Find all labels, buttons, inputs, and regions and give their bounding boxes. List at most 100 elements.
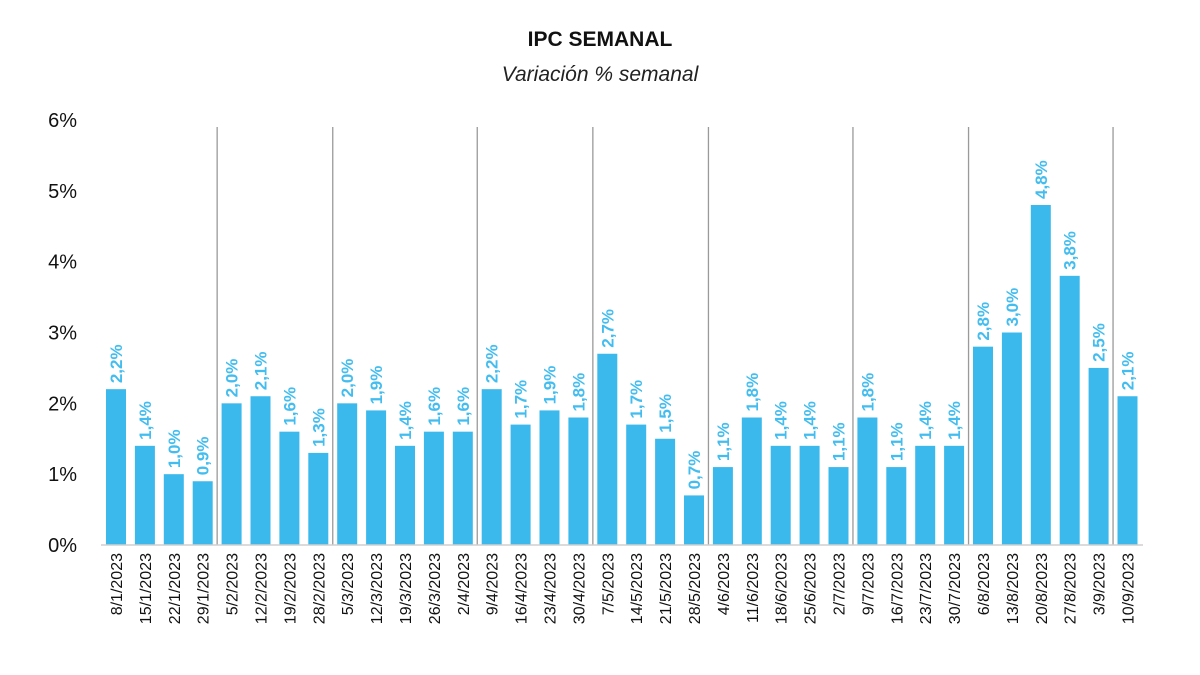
bar — [481, 389, 502, 545]
x-tick-label: 22/1/2023 — [167, 553, 184, 624]
bar — [337, 403, 358, 545]
x-tick-label: 25/6/2023 — [803, 553, 820, 624]
data-label: 1,5% — [656, 394, 675, 433]
x-tick-label: 4/6/2023 — [716, 553, 733, 615]
bar — [655, 438, 676, 545]
x-tick-label: 23/7/2023 — [918, 553, 935, 624]
bar — [134, 445, 155, 545]
data-label: 2,1% — [1119, 352, 1138, 391]
bar — [828, 467, 849, 545]
data-label: 1,4% — [396, 401, 415, 440]
bar — [944, 445, 965, 545]
data-label: 1,1% — [887, 422, 906, 461]
bar — [1059, 275, 1080, 545]
data-label: 2,0% — [338, 359, 357, 398]
bars — [106, 205, 1138, 545]
data-label: 0,7% — [685, 451, 704, 490]
x-tick-label: 12/2/2023 — [254, 553, 271, 624]
data-label: 1,7% — [512, 380, 531, 419]
bar — [395, 445, 415, 545]
x-tick-label: 14/5/2023 — [629, 553, 646, 624]
x-tick-label: 16/4/2023 — [514, 553, 531, 624]
x-tick-label: 26/3/2023 — [427, 553, 444, 624]
data-label: 2,2% — [483, 344, 502, 383]
x-tick-label: 3/9/2023 — [1092, 553, 1109, 615]
bar — [1030, 205, 1051, 545]
data-label: 2,7% — [598, 309, 617, 348]
x-tick-label: 8/1/2023 — [109, 553, 126, 615]
bar — [915, 445, 936, 545]
y-axis: 0% 1% 2% 3% 4% 5% 6% — [48, 110, 77, 557]
bar — [857, 417, 878, 545]
x-tick-label: 30/4/2023 — [571, 553, 588, 624]
bar — [192, 481, 213, 545]
y-tick-label: 0% — [48, 535, 77, 557]
x-tick-label: 15/1/2023 — [138, 553, 155, 624]
data-label: 1,4% — [945, 401, 964, 440]
bar — [886, 467, 907, 545]
data-label: 2,5% — [1090, 323, 1109, 362]
x-tick-label: 18/6/2023 — [774, 553, 791, 624]
data-label: 1,4% — [916, 401, 935, 440]
data-label: 4,8% — [1032, 160, 1051, 199]
bar — [626, 424, 647, 545]
x-tick-label: 6/8/2023 — [976, 553, 993, 615]
y-tick-label: 3% — [48, 323, 77, 345]
x-tick-label: 27/8/2023 — [1063, 553, 1080, 624]
data-label: 1,4% — [772, 401, 791, 440]
chart-title: IPC SEMANAL — [528, 28, 673, 51]
x-tick-label: 5/3/2023 — [340, 553, 357, 615]
x-tick-label: 12/3/2023 — [369, 553, 386, 624]
bar — [510, 424, 531, 545]
x-tick-label: 9/7/2023 — [860, 553, 877, 615]
x-tick-label: 10/9/2023 — [1121, 553, 1138, 624]
data-label: 3,0% — [1003, 288, 1022, 327]
bar — [1001, 332, 1022, 545]
bar — [452, 431, 473, 545]
data-label: 1,1% — [830, 422, 849, 461]
y-tick-label: 6% — [48, 110, 77, 132]
x-tick-label: 7/5/2023 — [600, 553, 617, 615]
data-label: 1,1% — [714, 422, 733, 461]
x-tick-label: 11/6/2023 — [745, 553, 762, 623]
data-label: 1,4% — [136, 401, 155, 440]
y-tick-label: 4% — [48, 252, 77, 274]
bar — [684, 495, 704, 545]
data-label: 1,4% — [801, 401, 820, 440]
x-tick-label: 29/1/2023 — [196, 553, 213, 624]
data-label: 1,3% — [309, 408, 328, 447]
x-tick-label: 28/2/2023 — [311, 553, 328, 624]
data-labels: 2,2% 1,4% 1,0% 0,9% 2,0% 2,1% 1,6% 1,3% 2,0% 1,9%… — [107, 160, 1138, 489]
bar — [366, 410, 387, 545]
bar — [279, 431, 300, 545]
data-label: 1,8% — [858, 373, 877, 412]
y-tick-label: 1% — [48, 464, 77, 486]
bar — [973, 346, 993, 545]
data-label: 1,9% — [367, 366, 386, 405]
bar — [741, 417, 762, 545]
x-tick-label: 2/4/2023 — [456, 553, 473, 615]
bar — [597, 353, 618, 545]
y-tick-label: 2% — [48, 393, 77, 415]
x-tick-label: 23/4/2023 — [543, 553, 560, 624]
data-label: 1,6% — [425, 387, 444, 426]
chart-subtitle: Variación % semanal — [502, 63, 700, 86]
x-tick-label: 28/5/2023 — [687, 553, 704, 624]
bar — [250, 396, 271, 545]
data-label: 1,6% — [454, 387, 473, 426]
data-label: 1,0% — [165, 429, 184, 468]
y-tick-label: 5% — [48, 181, 77, 203]
bar — [106, 389, 126, 545]
data-label: 1,7% — [627, 380, 646, 419]
x-axis: 8/1/2023 15/1/2023 22/1/2023 29/1/2023 5/2/2… — [101, 544, 1143, 624]
data-label: 1,6% — [280, 387, 299, 426]
bar — [423, 431, 444, 545]
month-separators — [216, 127, 1114, 545]
data-label: 2,2% — [107, 344, 126, 383]
data-label: 2,0% — [223, 359, 242, 398]
data-label: 0,9% — [194, 437, 213, 476]
x-tick-label: 19/3/2023 — [398, 553, 415, 624]
bar — [770, 445, 791, 545]
x-tick-label: 2/7/2023 — [832, 553, 849, 615]
